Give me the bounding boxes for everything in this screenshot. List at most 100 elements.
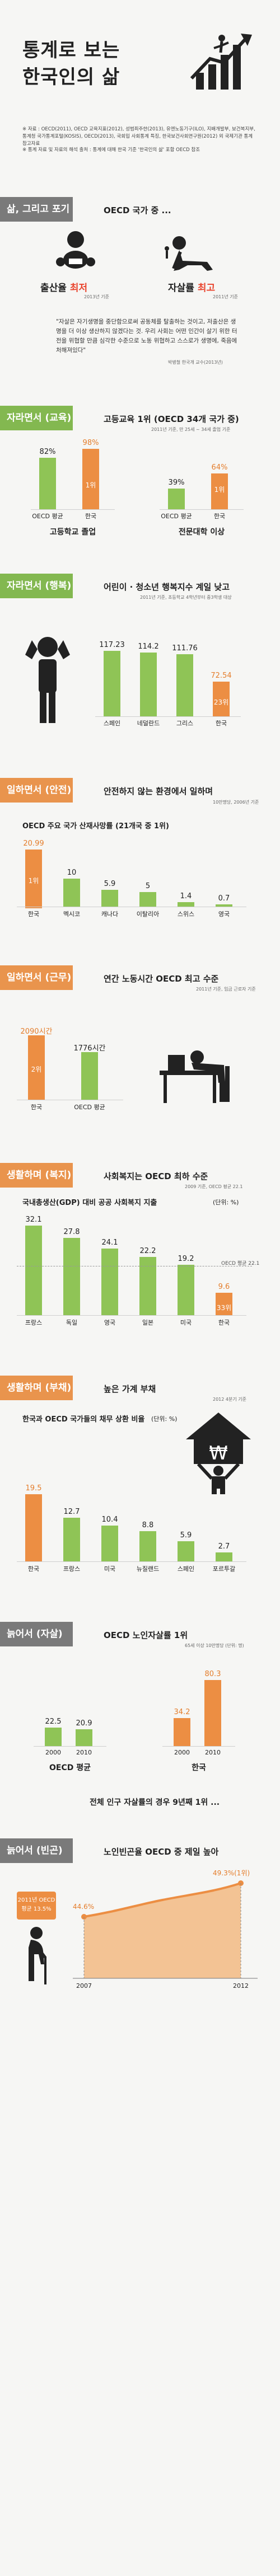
bar-italy [139, 892, 156, 907]
category-label: 스위스 [177, 911, 195, 918]
start-value-label: 44.6% [73, 1903, 95, 1911]
category-label: 한국 [27, 1565, 40, 1573]
category-label: 뉴질랜드 [136, 1565, 160, 1573]
quote-text: "자살은 자기생명을 중단함으로써 공동체를 탈출하는 것이고, 저출산은 생명… [56, 318, 237, 354]
year-label: 2000 [45, 1749, 61, 1756]
bar-oecd-2010 [76, 1729, 92, 1746]
category-label: 스페인 [177, 1565, 195, 1573]
bar-switzerland [178, 902, 194, 907]
group-caption: 한국 [192, 1763, 206, 1772]
bar-greece [176, 654, 193, 716]
category-label: 영국 [218, 911, 230, 918]
birth-rate-prefix: 출산율 [40, 283, 70, 294]
value-label: 111.76 [172, 644, 198, 653]
bar-korea-2010 [204, 1680, 221, 1746]
category-label: OECD 평균 [74, 1104, 105, 1111]
bar-france [25, 1226, 42, 1315]
welfare-subtitle: 국내총생산(GDP) 대비 공공 사회복지 지출 [22, 1199, 157, 1207]
debt-note: 2012 4분기 기준 [213, 1397, 246, 1402]
bar-uk-welfare [101, 1249, 118, 1315]
year-label: 2000 [174, 1749, 190, 1756]
section-title-life: OECD 국가 중 ... [104, 205, 171, 215]
value-label: 39% [168, 478, 185, 487]
axis-line [160, 509, 244, 510]
bar-oecd-hours [81, 1052, 98, 1100]
bar-korea-happiness [213, 682, 230, 716]
rank-label: 1위 [85, 481, 96, 489]
bar-mexico [63, 879, 80, 907]
category-label: 프랑스 [63, 1565, 81, 1573]
currency-symbol: ₩ [209, 1442, 228, 1465]
chart-caption: 전문대학 이상 [178, 528, 225, 537]
section-band-work: 일하면서 (근무) [0, 965, 73, 990]
debt-unit: (단위: %) [151, 1415, 178, 1423]
bar-korea-welfare [216, 1293, 232, 1315]
value-label: 2.7 [218, 1542, 230, 1551]
birth-rate-emphasis: 최저 [69, 283, 88, 294]
birth-rate-label: 출산율 최저 [40, 280, 87, 294]
year-label: 2012 [233, 1982, 249, 1990]
category-label: OECD 평균 [161, 513, 192, 520]
section-title-safety: 안전하지 않는 환경에서 일하며 [104, 786, 213, 796]
axis-line [17, 1561, 246, 1562]
section-band-happiness: 자라면서 (행복) [0, 574, 73, 598]
value-label: 82% [39, 448, 56, 456]
bar-germany [63, 1238, 80, 1315]
bar-usa-debt [101, 1526, 118, 1561]
value-label: 72.54 [211, 672, 232, 680]
value-label: 2090시간 [20, 1027, 53, 1036]
value-label: 27.8 [63, 1228, 80, 1236]
source-notice: ※ 통계 자료 및 자료의 해석 출처 : 통계에 대해 한국 기준 '한국인의… [22, 147, 200, 153]
birth-year-note: 2013년 기준 [84, 294, 109, 299]
value-label: 10 [67, 869, 77, 877]
value-label: 0.7 [218, 894, 230, 903]
source-text: ※ 자료 : OECD(2011), OECD 교육지표(2012), 성범죄주… [22, 126, 255, 147]
category-label: 한국 [30, 1104, 43, 1111]
callout-line1: 2011년 OECD [17, 1897, 55, 1903]
value-label: 98% [82, 439, 99, 447]
value-label: 12.7 [63, 1508, 80, 1516]
bar-korea-highschool [82, 449, 99, 509]
bar-korea-2000 [174, 1718, 190, 1746]
section-band-welfare: 생활하며 (복지) [0, 1163, 73, 1188]
elderly-suicide-note: 65세 이상 10만명당 (단위: 명) [185, 1643, 244, 1648]
category-label: 한국 [218, 1319, 230, 1326]
quote-source: 박병철 한국개 교수(2013년) [168, 360, 223, 365]
section-band-safety: 일하면서 (안전) [0, 778, 73, 803]
category-label: 이탈리아 [136, 911, 160, 918]
category-label: 한국 [27, 911, 40, 918]
axis-line [31, 509, 115, 510]
rising-chart-icon [190, 34, 252, 90]
elderly-person-icon [29, 1927, 46, 1984]
baby-icon [56, 231, 95, 269]
value-label: 20.9 [76, 1719, 92, 1728]
bar-japan [139, 1257, 156, 1315]
work-note: 2011년 기준, 임금 근로자 기준 [196, 987, 256, 992]
value-label: 5.9 [104, 880, 116, 888]
category-label: 영국 [104, 1319, 116, 1326]
section-title-work: 연간 노동시간 OECD 최고 수준 [104, 974, 219, 984]
category-label: 일본 [142, 1319, 154, 1326]
exhausted-worker-icon [160, 1050, 230, 1103]
axis-line [162, 1746, 235, 1747]
axis-line [95, 716, 241, 717]
year-label: 2010 [205, 1749, 221, 1756]
value-label: 5 [145, 882, 151, 890]
bar-spain [104, 651, 120, 716]
oecd-average-label: OECD 평균 22.1 [221, 1261, 260, 1266]
house-burden-icon: ₩ [186, 1413, 251, 1494]
safety-note: 10만명당, 2006년 기준 [213, 800, 259, 805]
bar-korea-college [211, 473, 228, 509]
category-label: OECD 평균 [32, 513, 63, 520]
value-label: 114.2 [138, 642, 159, 651]
axis-line [17, 1315, 246, 1316]
rank-label: 1위 [214, 486, 225, 494]
category-label: 포르투갈 [212, 1565, 236, 1573]
category-label: 한국 [215, 720, 227, 727]
section-title-education: 고등교육 1위 (OECD 34개 국가 중) [104, 414, 239, 424]
suicide-year-note: 2011년 기준 [213, 294, 238, 299]
value-label: 19.2 [178, 1255, 194, 1263]
section-band-debt: 생활하며 (부채) [0, 1376, 73, 1400]
bar-oecd-college [168, 489, 185, 509]
suicide-footer: 전체 인구 자살률의 경우 9년째 1위 ... [90, 1798, 220, 1807]
